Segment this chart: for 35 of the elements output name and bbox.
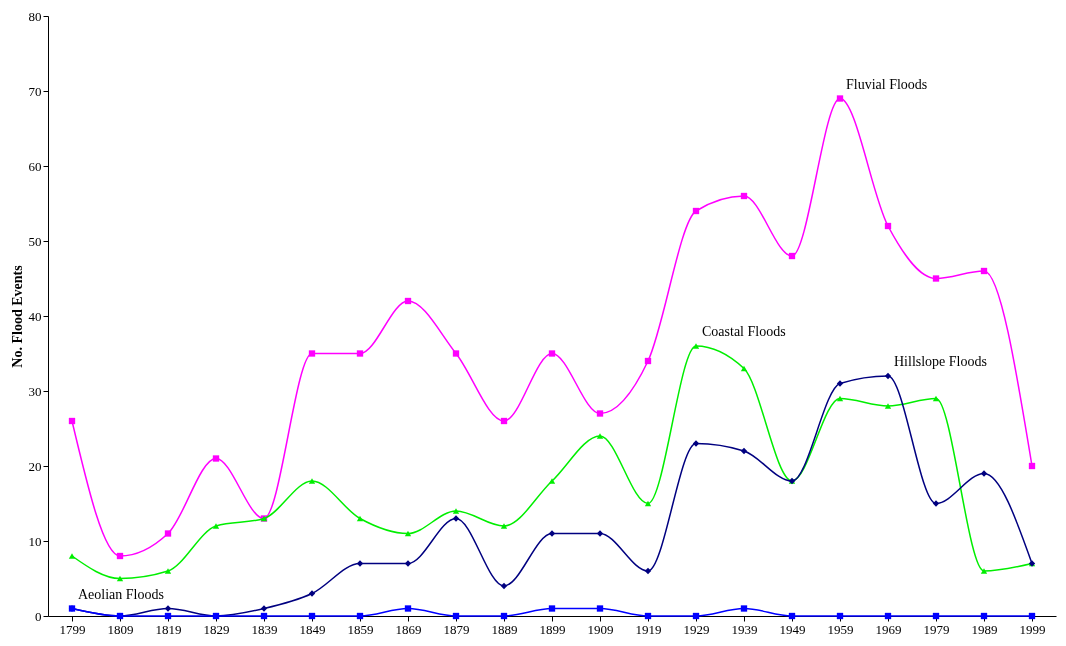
x-tick-label: 1869 — [395, 621, 422, 637]
x-tick-label: 1949 — [779, 621, 806, 637]
x-tick-label: 1849 — [299, 621, 326, 637]
x-tick-label: 1899 — [539, 621, 566, 637]
x-tick-label: 1999 — [1019, 621, 1046, 637]
x-tick-label: 1809 — [107, 621, 134, 637]
x-tick-label: 1859 — [347, 621, 374, 637]
x-tick-label: 1989 — [971, 621, 998, 637]
x-tick-label: 1819 — [155, 621, 182, 637]
series-label: Hillslope Floods — [894, 354, 987, 369]
y-axis-title: No. Flood Events — [9, 264, 25, 368]
x-tick-label: 1839 — [251, 621, 278, 637]
x-tick-label: 1979 — [923, 621, 950, 637]
series-label: Fluvial Floods — [846, 76, 928, 92]
y-tick-label: 80 — [28, 8, 42, 24]
series-label: Aeolian Floods — [78, 586, 164, 602]
y-tick-label: 40 — [28, 308, 42, 324]
x-tick-label: 1939 — [731, 621, 758, 637]
y-tick-label: 50 — [28, 233, 42, 249]
x-tick-label: 1829 — [203, 621, 230, 637]
y-tick-label: 10 — [28, 533, 42, 549]
y-tick-label: 30 — [28, 383, 42, 399]
x-tick-label: 1919 — [635, 621, 662, 637]
series-label: Coastal Floods — [702, 324, 786, 339]
y-tick-label: 60 — [28, 158, 42, 174]
x-tick-label: 1799 — [59, 621, 86, 637]
y-tick-label: 0 — [35, 608, 42, 624]
y-tick-label: 20 — [28, 458, 42, 474]
x-tick-label: 1929 — [683, 621, 710, 637]
x-tick-label: 1909 — [587, 621, 614, 637]
x-tick-label: 1959 — [827, 621, 854, 637]
y-tick-label: 70 — [28, 83, 42, 99]
x-tick-label: 1889 — [491, 621, 518, 637]
x-tick-label: 1879 — [443, 621, 470, 637]
x-tick-label: 1969 — [875, 621, 902, 637]
